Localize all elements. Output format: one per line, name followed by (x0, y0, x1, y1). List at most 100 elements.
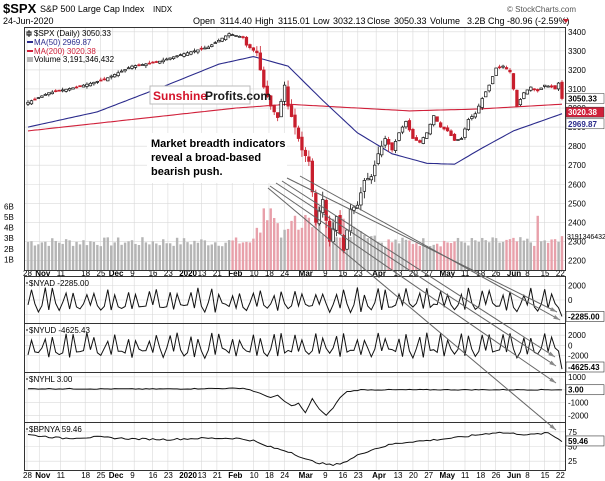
volume-bar (512, 237, 515, 270)
x-tick-label: 18 (476, 269, 485, 278)
x-tick-label: 21 (213, 269, 222, 278)
x-tick-label: 9 (130, 269, 135, 278)
candle-body (109, 75, 113, 78)
candle-body (185, 52, 190, 56)
x-tick-label: 10 (250, 471, 259, 480)
volume-bar (262, 208, 265, 270)
candle-body (116, 72, 120, 76)
x-tick-label: 10 (250, 269, 259, 278)
candle-body (393, 141, 398, 151)
volume-bar (127, 241, 130, 270)
ma200-line (27, 103, 563, 132)
candle-body (317, 210, 321, 225)
low-value: 3032.13 (333, 16, 366, 26)
volume-bar (103, 237, 106, 270)
volume-bar (383, 246, 387, 270)
volume-bar (557, 241, 560, 270)
volume-bar (144, 242, 148, 270)
volume-bar (519, 237, 522, 270)
x-tick-label: 22 (556, 471, 565, 480)
candle-body (307, 156, 311, 162)
candle-body (511, 73, 516, 90)
candle-body (26, 101, 30, 105)
x-tick-label: Feb (228, 471, 242, 480)
candle-body (92, 81, 96, 85)
x-tick-label: 18 (476, 471, 485, 480)
nyad-last-label: -2285.00 (568, 312, 600, 321)
volume-bar (429, 245, 432, 270)
volume-bar (373, 235, 376, 270)
candle-body (244, 36, 249, 46)
candle-body (227, 33, 231, 37)
candle-body (133, 65, 138, 68)
volume-bar (162, 239, 165, 270)
volume-bar (474, 240, 477, 270)
candle-body (421, 137, 425, 144)
volume-bar (508, 239, 512, 270)
x-tick-label: May (440, 471, 456, 480)
candle-body (88, 82, 93, 87)
candle-body (515, 89, 519, 107)
chart-date: 24-Jun-2020 (3, 16, 54, 26)
price-y-tick-label: 2800 (568, 142, 586, 151)
x-tick-label: 22 (556, 269, 565, 278)
candle-body (71, 87, 75, 90)
candle-body (54, 90, 58, 93)
x-tick-label: Feb (228, 269, 242, 278)
volume-bar (113, 242, 116, 270)
volume-bar (165, 243, 168, 270)
candle-body (463, 128, 467, 138)
volume-bar (137, 244, 141, 270)
candle-body (518, 99, 523, 106)
candle-body (546, 85, 550, 88)
candle-body (352, 206, 356, 211)
volume-bar (484, 240, 487, 270)
nyud-y-tick-label: 2000 (568, 331, 586, 340)
candle-body (449, 130, 453, 137)
chg-value: -80.96 (-2.59%) (507, 16, 570, 26)
x-tick-label: 11 (57, 471, 66, 480)
volume-bar (311, 227, 314, 270)
volume-bar (359, 231, 363, 270)
candle-body (331, 228, 335, 243)
candle-body (33, 98, 37, 101)
volume-bar (269, 208, 272, 270)
volume-bar (37, 244, 40, 270)
high-value: 3115.01 (278, 16, 310, 26)
volume-bar (217, 245, 220, 270)
candle-body (418, 140, 422, 143)
candle-body (50, 91, 54, 95)
candle-body (147, 62, 152, 65)
volume-bar (290, 220, 293, 270)
candle-body (470, 116, 474, 119)
volume-bar (338, 237, 342, 270)
nyhl-y-tick-label: -1000 (568, 399, 589, 408)
bpnya-panel-frame (24, 422, 566, 471)
volume-bar (186, 242, 189, 270)
candle-body (57, 89, 61, 92)
volume-bars (26, 206, 564, 270)
x-tick-label: 13 (198, 269, 207, 278)
price-candles (26, 32, 564, 254)
volume-value: 3.2B (467, 16, 486, 26)
volume-bar (61, 243, 64, 270)
volume-bar (411, 244, 415, 270)
annotation-arrow-line (269, 185, 557, 384)
volume-bar (26, 241, 30, 270)
volume-bar (44, 241, 47, 270)
volume-bar (99, 246, 103, 270)
price-y-tick-label: 3300 (568, 47, 586, 56)
volume-last-label: 3191346432 (567, 234, 605, 241)
brand-sunshine: Sunshine (153, 89, 207, 103)
x-tick-label: 16 (149, 471, 158, 480)
volume-bar (255, 227, 259, 270)
volume-bar (241, 242, 245, 270)
bpnya-line (27, 431, 563, 467)
candle-body (171, 56, 176, 59)
volume-bar (505, 239, 508, 270)
volume-bar (470, 238, 474, 270)
candle-body (251, 47, 256, 51)
volume-bar (380, 242, 383, 270)
volume-bar (349, 236, 352, 270)
annotation-arrowhead (549, 360, 556, 366)
